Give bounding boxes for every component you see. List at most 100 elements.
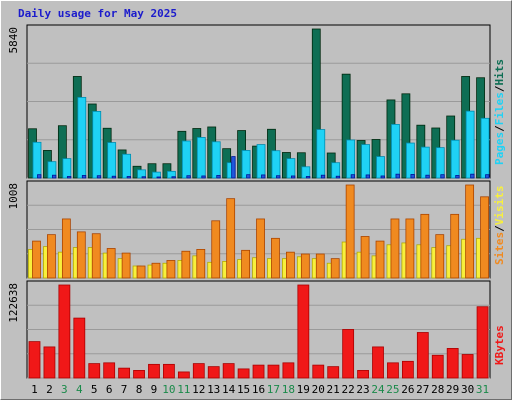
kbytes-bar-19 bbox=[297, 284, 310, 379]
visits-bar-4 bbox=[76, 231, 86, 279]
hits-bar-19 bbox=[296, 152, 306, 179]
visits-bar-13 bbox=[211, 220, 221, 279]
files-bar-30 bbox=[465, 110, 475, 179]
pages-bar-9 bbox=[156, 176, 161, 179]
visits-bar-24 bbox=[375, 240, 385, 279]
pages-bar-24 bbox=[380, 175, 385, 179]
visits-bar-28 bbox=[435, 234, 445, 279]
hits-bar-3 bbox=[57, 125, 67, 179]
day-label-17: 17 bbox=[267, 383, 280, 396]
pages-bar-16 bbox=[261, 174, 266, 179]
visits-bar-31 bbox=[480, 196, 489, 279]
kbytes-bar-8 bbox=[133, 370, 145, 379]
files-bar-7 bbox=[122, 153, 132, 179]
day-label-15: 15 bbox=[237, 383, 250, 396]
day-label-2: 2 bbox=[46, 383, 53, 396]
panel-0-legend-text: Pages/Files/Hits bbox=[493, 59, 506, 165]
kbytes-bar-11 bbox=[177, 371, 190, 379]
visits-bar-10 bbox=[166, 260, 176, 279]
files-bar-9 bbox=[152, 171, 161, 179]
day-label-31: 31 bbox=[476, 383, 489, 396]
files-bar-18 bbox=[286, 158, 296, 179]
pages-bar-22 bbox=[350, 174, 356, 179]
kbytes-bar-10 bbox=[163, 363, 175, 379]
kbytes-bar-24 bbox=[372, 346, 384, 379]
files-bar-12 bbox=[196, 137, 206, 179]
pages-bar-15 bbox=[246, 174, 251, 179]
day-label-4: 4 bbox=[76, 383, 83, 396]
day-label-25: 25 bbox=[386, 383, 399, 396]
visits-bar-7 bbox=[121, 252, 131, 279]
day-label-11: 11 bbox=[177, 383, 190, 396]
day-label-19: 19 bbox=[297, 383, 310, 396]
day-label-20: 20 bbox=[312, 383, 325, 396]
files-bar-27 bbox=[420, 146, 430, 179]
files-bar-19 bbox=[301, 166, 311, 179]
legend-entry-files: Files bbox=[493, 92, 506, 125]
day-label-7: 7 bbox=[121, 383, 128, 396]
panel-0-max-label: 5840 bbox=[7, 27, 20, 54]
legend-entry-pages: Pages bbox=[493, 132, 506, 165]
pages-bar-28 bbox=[440, 174, 445, 179]
visits-bar-26 bbox=[405, 218, 415, 279]
legend-entry-kbytes: KBytes bbox=[493, 325, 506, 365]
day-label-16: 16 bbox=[252, 383, 265, 396]
kbytes-bar-16 bbox=[252, 364, 265, 379]
legend-entry-visits: Visits bbox=[493, 186, 506, 226]
hits-bar-9 bbox=[147, 163, 157, 179]
kbytes-bar-2 bbox=[43, 346, 56, 379]
kbytes-bar-7 bbox=[118, 367, 131, 379]
kbytes-bar-25 bbox=[387, 362, 399, 379]
pages-bar-30 bbox=[470, 173, 475, 179]
files-bar-13 bbox=[211, 141, 221, 179]
legend-separator: / bbox=[493, 225, 506, 232]
files-bar-28 bbox=[435, 147, 445, 179]
pages-bar-5 bbox=[96, 175, 102, 179]
visits-bar-16 bbox=[256, 218, 265, 279]
files-bar-3 bbox=[62, 158, 72, 179]
day-label-18: 18 bbox=[282, 383, 295, 396]
kbytes-bar-14 bbox=[222, 363, 235, 379]
kbytes-bar-23 bbox=[357, 370, 369, 379]
pages-bar-17 bbox=[276, 175, 281, 179]
day-label-29: 29 bbox=[446, 383, 459, 396]
kbytes-bar-30 bbox=[461, 354, 474, 379]
pages-bar-29 bbox=[455, 175, 460, 179]
kbytes-bar-28 bbox=[431, 354, 444, 379]
files-bar-6 bbox=[107, 142, 117, 179]
files-bar-17 bbox=[271, 150, 281, 179]
pages-bar-26 bbox=[410, 174, 415, 179]
day-label-3: 3 bbox=[61, 383, 68, 396]
visits-bar-6 bbox=[106, 248, 116, 279]
day-label-13: 13 bbox=[207, 383, 220, 396]
pages-bar-2 bbox=[52, 174, 57, 179]
visits-bar-3 bbox=[61, 218, 71, 279]
visits-bar-30 bbox=[465, 184, 475, 279]
files-bar-26 bbox=[405, 142, 415, 179]
pages-bar-21 bbox=[335, 175, 341, 179]
files-bar-24 bbox=[376, 156, 385, 179]
visits-bar-21 bbox=[330, 258, 340, 279]
panel-1-max-label: 1008 bbox=[7, 183, 20, 210]
legend-entry-hits: Hits bbox=[493, 59, 506, 86]
chart-title: Daily usage for May 2025 bbox=[18, 7, 177, 20]
day-label-26: 26 bbox=[401, 383, 414, 396]
visits-bar-15 bbox=[241, 249, 250, 279]
kbytes-bar-3 bbox=[58, 284, 71, 379]
visits-bar-25 bbox=[390, 218, 400, 279]
pages-bar-6 bbox=[111, 175, 117, 179]
day-label-28: 28 bbox=[431, 383, 444, 396]
visits-bar-14 bbox=[226, 198, 236, 279]
day-label-24: 24 bbox=[371, 383, 385, 396]
files-bar-29 bbox=[450, 139, 460, 179]
day-label-5: 5 bbox=[91, 383, 98, 396]
day-label-12: 12 bbox=[192, 383, 205, 396]
pages-bar-19 bbox=[305, 176, 311, 179]
kbytes-bar-31 bbox=[476, 306, 489, 379]
day-label-30: 30 bbox=[461, 383, 474, 396]
visits-bar-17 bbox=[271, 237, 280, 279]
kbytes-bar-20 bbox=[312, 364, 325, 379]
pages-bar-27 bbox=[425, 174, 430, 179]
files-bar-22 bbox=[346, 139, 356, 179]
